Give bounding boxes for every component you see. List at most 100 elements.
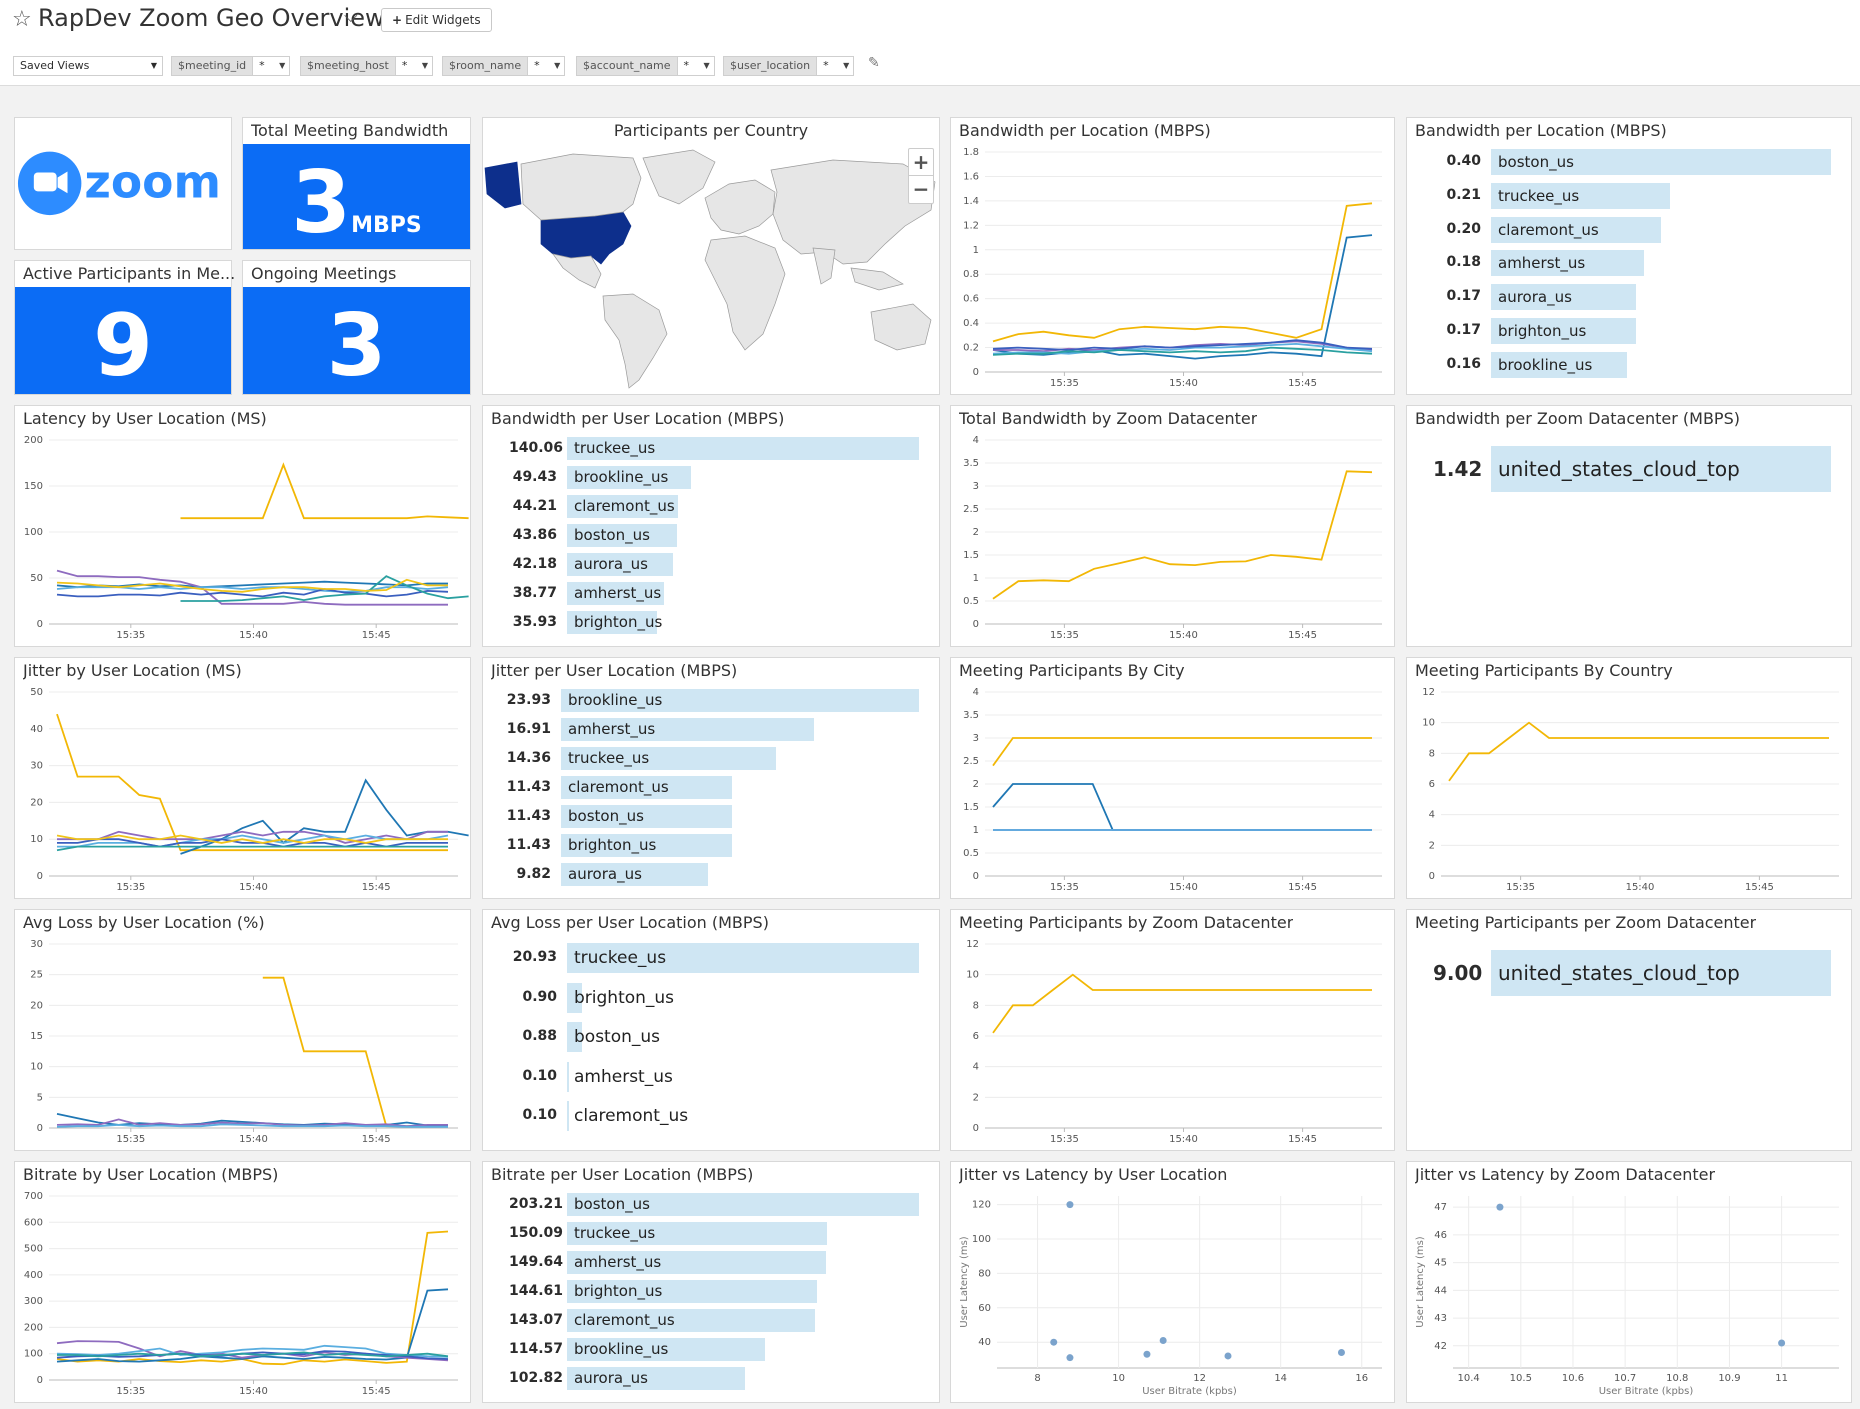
toplist-bar-united_states_cloud_top[interactable]: united_states_cloud_top	[1491, 950, 1831, 996]
series-line[interactable]	[180, 778, 469, 855]
jitter-vs-latency-location-scatter[interactable]: Jitter vs Latency by User Location 40 60 8…	[950, 1161, 1395, 1403]
series-line[interactable]	[992, 346, 1373, 356]
series-line[interactable]	[56, 588, 449, 598]
series-line[interactable]	[1448, 721, 1829, 782]
toplist-bar-claremont_us[interactable]: claremont_us	[567, 1309, 815, 1332]
toplist-bar-boston_us[interactable]: boston_us	[561, 805, 732, 828]
participants-per-datacenter-toplist[interactable]: Meeting Participants per Zoom Datacenter…	[1406, 909, 1852, 1151]
toplist-bar-brighton_us[interactable]: brighton_us	[1491, 318, 1636, 344]
series-line[interactable]	[57, 830, 448, 844]
series-line[interactable]	[56, 1350, 449, 1360]
bandwidth-per-location-timeseries[interactable]: Bandwidth per Location (MBPS) 0 0.2 0.4 0.6…	[950, 117, 1395, 395]
series-line[interactable]	[56, 580, 448, 589]
series-line[interactable]	[56, 1118, 448, 1128]
world-map[interactable]	[483, 144, 939, 394]
series-line[interactable]	[57, 1351, 449, 1358]
scatter-point[interactable]	[1066, 1354, 1074, 1362]
scatter-point[interactable]	[1143, 1350, 1151, 1358]
filter-user-location[interactable]: $user_location * ▼	[723, 56, 855, 76]
series-line[interactable]	[56, 834, 448, 844]
bandwidth-per-location-toplist[interactable]: Bandwidth per Location (MBPS) 0.40 boston…	[1406, 117, 1852, 395]
zoom-in-button[interactable]: +	[909, 149, 933, 176]
series-line[interactable]	[56, 713, 448, 852]
toplist-bar-claremont_us[interactable]: claremont_us	[1491, 216, 1661, 243]
jitter-by-location-timeseries[interactable]: Jitter by User Location (MS) 0 10 20 30 40 50…	[14, 657, 471, 899]
series-line[interactable]	[992, 339, 1373, 351]
toplist-bar-amherst_us[interactable]: amherst_us	[1491, 250, 1644, 277]
filter-meeting-host[interactable]: $meeting_host * ▼	[300, 56, 433, 76]
bandwidth-per-datacenter-toplist[interactable]: Bandwidth per Zoom Datacenter (MBPS) 1.4…	[1406, 405, 1852, 647]
toplist-bar-truckee_us[interactable]: truckee_us	[561, 747, 776, 770]
toplist-bar-truckee_us[interactable]: truckee_us	[567, 943, 919, 973]
toplist-bar-boston_us[interactable]: boston_us	[567, 1193, 919, 1216]
zoom-out-button[interactable]: −	[912, 177, 930, 201]
avg-loss-per-user-location-toplist[interactable]: Avg Loss per User Location (MBPS) 20.93 t…	[482, 909, 940, 1151]
chevron-down-icon[interactable]: ⌵	[344, 6, 358, 27]
series-line[interactable]	[56, 569, 448, 606]
ongoing-meetings-widget[interactable]: Ongoing Meetings 3	[242, 260, 471, 395]
participants-by-city-timeseries[interactable]: Meeting Participants By City 0 0.5 1 1.5 2 2.…	[950, 657, 1395, 899]
bitrate-by-location-timeseries[interactable]: Bitrate by User Location (MBPS) 0 100 200 3…	[14, 1161, 471, 1403]
toplist-bar-amherst_us[interactable]: amherst_us	[561, 718, 814, 741]
toplist-bar-brighton_us[interactable]: brighton_us	[567, 611, 662, 634]
favorite-star-icon[interactable]: ☆	[12, 7, 32, 32]
toplist-bar-claremont_us[interactable]: claremont_us	[567, 1101, 919, 1131]
participants-by-country-timeseries[interactable]: Meeting Participants By Country 0 2 4 6 8 10 1…	[1406, 657, 1852, 899]
scatter-point[interactable]	[1496, 1203, 1504, 1211]
toplist-bar-brookline_us[interactable]: brookline_us	[561, 689, 919, 712]
participants-map-widget[interactable]: Participants per Country + −	[482, 117, 940, 395]
scatter-point[interactable]	[1224, 1352, 1232, 1360]
series-line[interactable]	[56, 1288, 449, 1363]
scatter-point[interactable]	[1778, 1339, 1786, 1347]
toplist-bar-brighton_us[interactable]: brighton_us	[567, 982, 919, 1013]
series-line[interactable]	[56, 1123, 448, 1128]
toplist-bar-brookline_us[interactable]: brookline_us	[1491, 351, 1627, 378]
toplist-bar-brighton_us[interactable]: brighton_us	[567, 1280, 818, 1303]
toplist-bar-amherst_us[interactable]: amherst_us	[567, 1251, 827, 1274]
filter-value-select[interactable]: * ▼	[676, 56, 715, 76]
participants-by-datacenter-timeseries[interactable]: Meeting Participants by Zoom Datacenter …	[950, 909, 1395, 1151]
series-line[interactable]	[180, 462, 469, 520]
scatter-point[interactable]	[1050, 1338, 1058, 1346]
toplist-bar-boston_us[interactable]: boston_us	[567, 1022, 919, 1052]
active-participants-widget[interactable]: Active Participants in Me... 9	[14, 260, 235, 395]
scatter-point[interactable]	[1159, 1336, 1167, 1344]
toplist-bar-aurora_us[interactable]: aurora_us	[567, 1367, 746, 1390]
toplist-bar-aurora_us[interactable]: aurora_us	[567, 553, 673, 576]
series-line[interactable]	[992, 234, 1373, 360]
bandwidth-per-user-location-toplist[interactable]: Bandwidth per User Location (MBPS) 140.0…	[482, 405, 940, 647]
jitter-per-user-location-toplist[interactable]: Jitter per User Location (MBPS) 23.93 bro…	[482, 657, 940, 899]
toplist-bar-truckee_us[interactable]: truckee_us	[1491, 182, 1670, 209]
series-line[interactable]	[56, 1230, 449, 1366]
toplist-bar-truckee_us[interactable]: truckee_us	[567, 1222, 827, 1245]
series-line[interactable]	[992, 737, 1372, 767]
jitter-vs-latency-datacenter-scatter[interactable]: Jitter vs Latency by Zoom Datacenter 42 4…	[1406, 1161, 1852, 1403]
dashboard-title[interactable]: RapDev Zoom Geo Overview	[38, 4, 385, 32]
total-bandwidth-datacenter-timeseries[interactable]: Total Bandwidth by Zoom Datacenter 0 0.5 1…	[950, 405, 1395, 647]
series-line[interactable]	[992, 202, 1373, 343]
latency-by-location-timeseries[interactable]: Latency by User Location (MS) 0 50 100 150 2…	[14, 405, 471, 647]
series-line[interactable]	[262, 976, 448, 1128]
avg-loss-by-location-timeseries[interactable]: Avg Loss by User Location (%) 0 5 10 15 20 25…	[14, 909, 471, 1151]
series-line[interactable]	[57, 834, 449, 848]
toplist-bar-united_states_cloud_top[interactable]: united_states_cloud_top	[1491, 446, 1831, 492]
toplist-bar-claremont_us[interactable]: claremont_us	[567, 495, 679, 518]
series-line[interactable]	[56, 845, 448, 852]
bitrate-per-user-location-toplist[interactable]: Bitrate per User Location (MBPS) 203.21 b…	[482, 1161, 940, 1403]
filter-meeting-id[interactable]: $meeting_id * ▼	[171, 56, 291, 76]
edit-widgets-button[interactable]: + Edit Widgets	[381, 8, 492, 32]
series-line[interactable]	[992, 470, 1373, 600]
total-bandwidth-widget[interactable]: Total Meeting Bandwidth 3MBPS	[242, 117, 471, 250]
edit-filters-pencil-icon[interactable]: ✎	[868, 55, 880, 71]
toplist-bar-boston_us[interactable]: boston_us	[1491, 149, 1831, 175]
series-line[interactable]	[992, 973, 1372, 1034]
toplist-bar-boston_us[interactable]: boston_us	[567, 524, 678, 547]
toplist-bar-brookline_us[interactable]: brookline_us	[567, 1338, 766, 1361]
toplist-bar-amherst_us[interactable]: amherst_us	[567, 1061, 919, 1092]
toplist-bar-truckee_us[interactable]: truckee_us	[567, 437, 919, 460]
filter-value-select[interactable]: * ▼	[394, 56, 433, 76]
filter-value-select[interactable]: * ▼	[252, 56, 291, 76]
filter-room-name[interactable]: $room_name * ▼	[442, 56, 566, 76]
filter-value-select[interactable]: * ▼	[527, 56, 566, 76]
scatter-point[interactable]	[1066, 1201, 1074, 1209]
